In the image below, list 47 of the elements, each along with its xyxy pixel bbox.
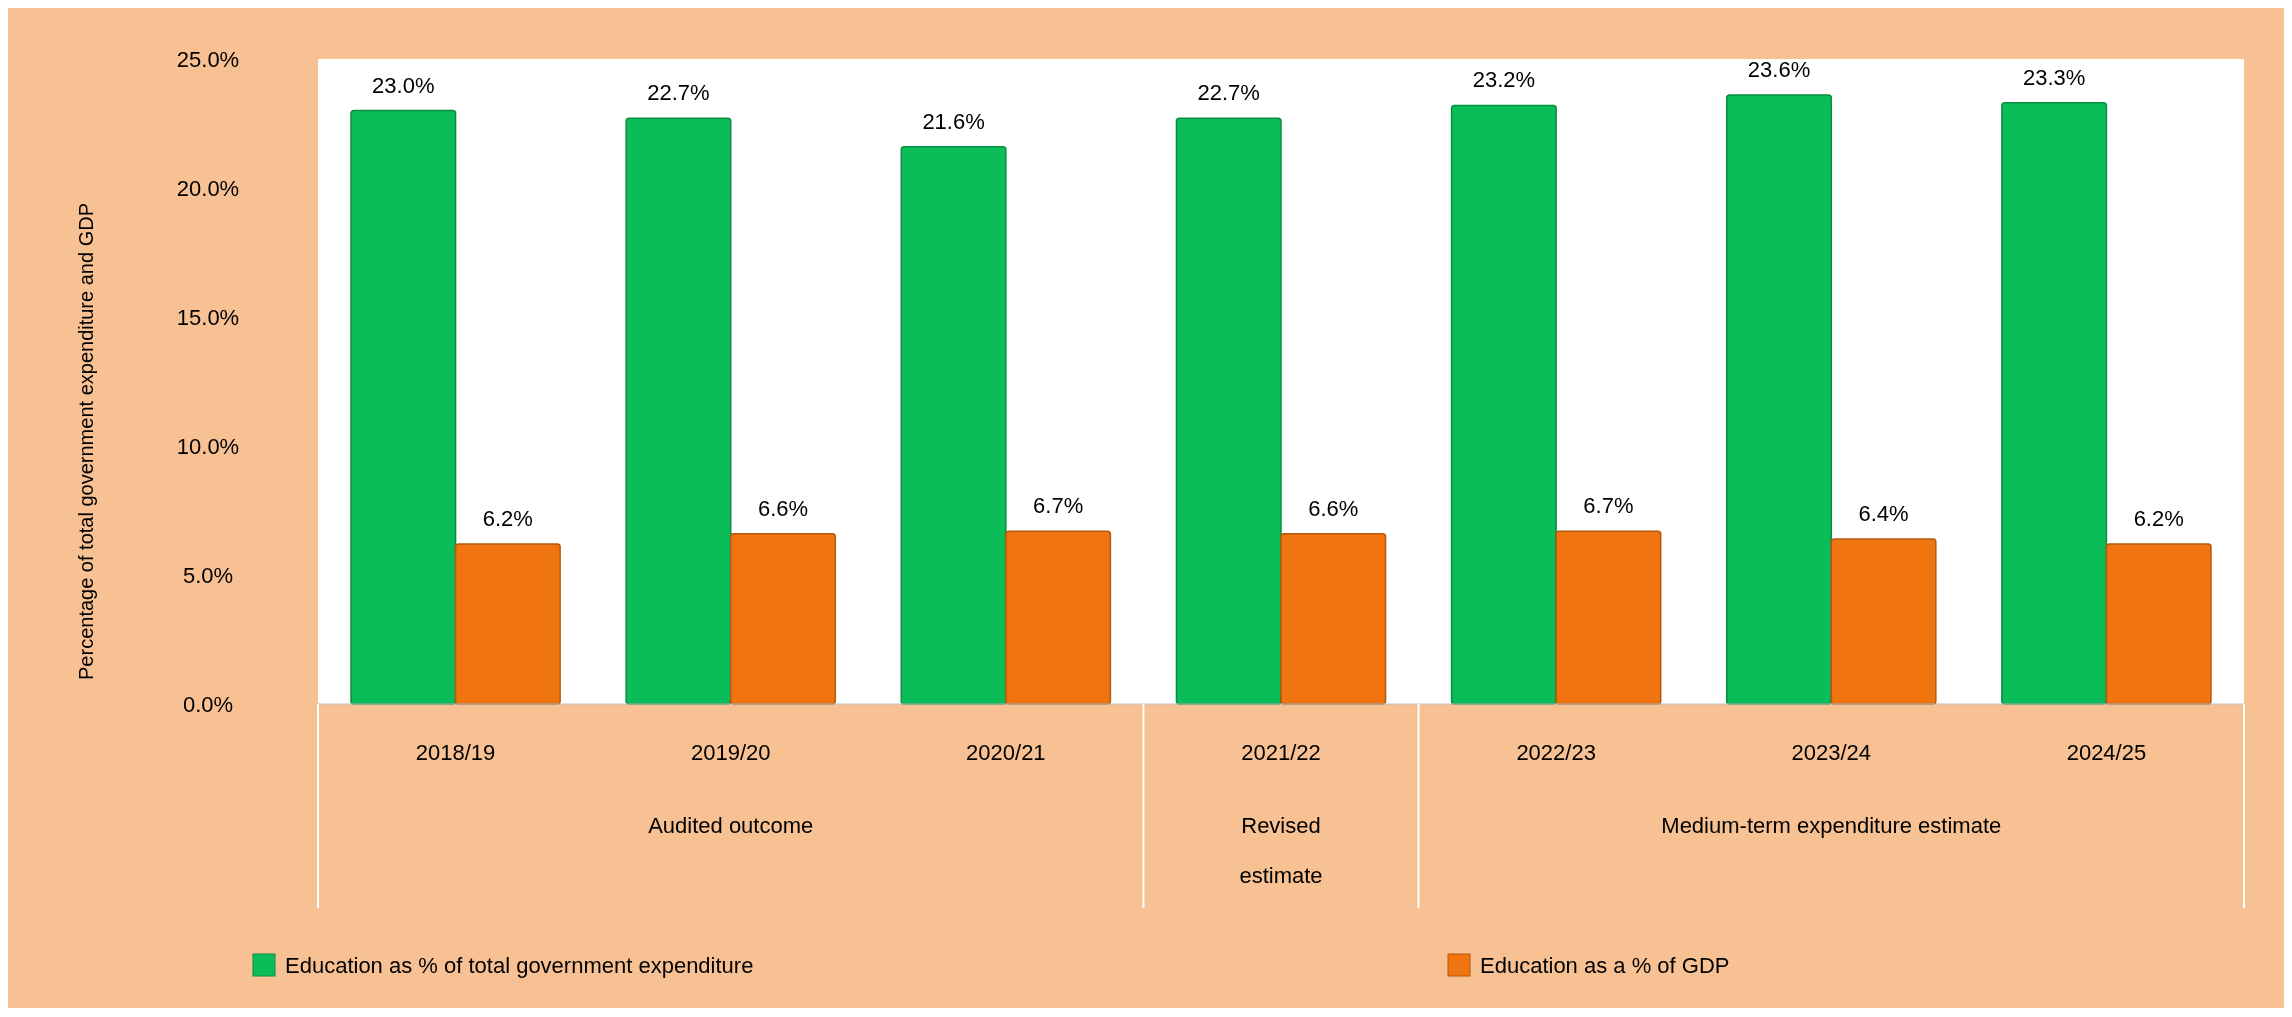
bar xyxy=(1830,538,1937,705)
data-label: 23.2% xyxy=(1472,67,1536,93)
text: Medium-term expenditure estimate xyxy=(1661,813,2002,838)
bar xyxy=(2105,543,2212,705)
y-tick-label: 15.0% xyxy=(176,304,240,330)
bar xyxy=(1280,532,1387,705)
y-tick-label: 10.0% xyxy=(176,433,240,459)
bar xyxy=(454,543,561,705)
x-tick-label: 2019/20 xyxy=(690,740,771,765)
data-label: 23.6% xyxy=(1747,57,1811,83)
data-label: 6.6% xyxy=(1308,495,1359,521)
bar xyxy=(625,117,732,705)
x-tick-label: 2020/21 xyxy=(966,740,1046,765)
bar xyxy=(1555,530,1662,705)
y-tick-label: 20.0% xyxy=(176,175,240,201)
data-label: 6.2% xyxy=(2133,506,2184,532)
x-tick-label: 2023/24 xyxy=(1791,740,1872,765)
y-axis-title: Percentage of total government expenditure and GDP xyxy=(75,203,97,680)
data-label: 22.7% xyxy=(647,80,710,106)
y-tick-label: 0.0% xyxy=(182,691,234,717)
bar xyxy=(2001,102,2108,705)
bar xyxy=(1005,530,1112,705)
data-label: 6.4% xyxy=(1858,500,1909,526)
bar xyxy=(900,145,1007,705)
x-tick-label: 2022/23 xyxy=(1516,740,1596,765)
data-label: 6.7% xyxy=(1033,493,1084,519)
bar xyxy=(350,109,457,705)
bar xyxy=(729,532,837,705)
legend-label: Education as % of total government expenditure xyxy=(285,952,754,978)
data-label: 22.7% xyxy=(1197,80,1260,106)
x-tick-label: 2021/22 xyxy=(1241,740,1321,765)
bar xyxy=(1450,104,1557,705)
data-label: 6.2% xyxy=(482,506,533,532)
legend-label: Education as a % of GDP xyxy=(1480,952,1730,978)
x-tick-label: 2024/25 xyxy=(2066,740,2147,765)
data-label: 23.0% xyxy=(372,72,435,98)
x-tick-label: 2018/19 xyxy=(415,740,496,765)
bar xyxy=(1725,94,1833,705)
text: Revised estimate xyxy=(1239,813,1323,888)
data-label: 21.6% xyxy=(922,108,985,134)
y-tick-label: 5.0% xyxy=(182,562,234,588)
bar xyxy=(1175,117,1282,705)
data-label: 6.7% xyxy=(1583,493,1634,519)
text: Audited outcome xyxy=(648,813,814,838)
data-label: 23.3% xyxy=(2022,64,2086,90)
data-label: 6.6% xyxy=(757,495,809,521)
y-tick-label: 25.0% xyxy=(176,46,240,72)
